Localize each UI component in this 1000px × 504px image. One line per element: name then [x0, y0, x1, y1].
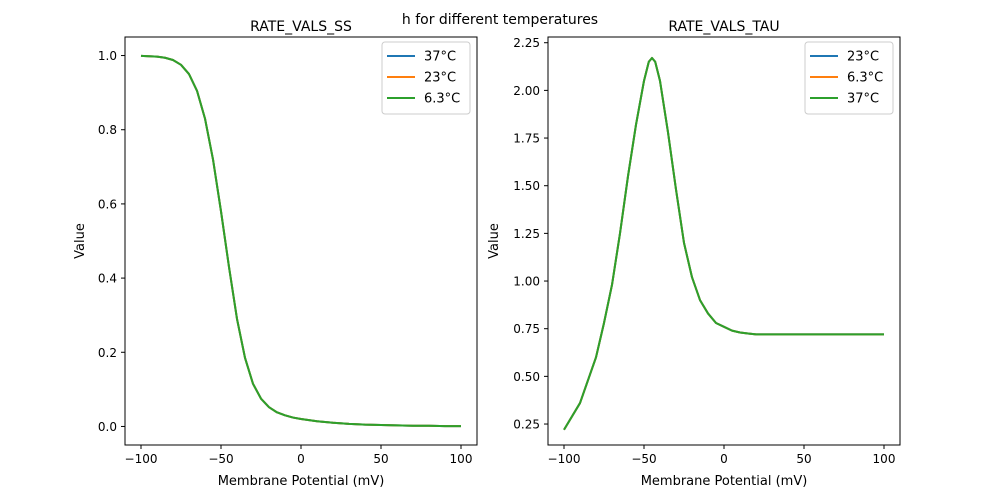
y-tick-label: 1.25 [513, 227, 540, 241]
legend-label: 37°C [847, 92, 879, 107]
x-axis-label: Membrane Potential (mV) [641, 474, 808, 489]
legend-label: 6.3°C [424, 92, 460, 107]
plot-lines [563, 56, 884, 431]
legend-box [381, 41, 471, 115]
x-tick-label: −50 [631, 452, 656, 466]
y-tick-label: 2.25 [513, 36, 540, 50]
subplot-title: RATE_VALS_SS [250, 19, 352, 35]
legend-label: 23°C [847, 50, 879, 65]
x-tick-label: −100 [548, 452, 581, 466]
x-tick-label: 0 [297, 452, 305, 466]
subplot-title: RATE_VALS_TAU [668, 19, 779, 35]
x-tick-label: 0 [720, 452, 728, 466]
y-axis-label: Value [487, 223, 502, 259]
legend: 23°C 6.3°C 37°C [804, 41, 894, 115]
y-tick-label: 0.75 [513, 322, 540, 336]
x-tick-label: −50 [208, 452, 233, 466]
x-tick-label: 100 [450, 452, 473, 466]
figure-suptitle: h for different temperatures [402, 12, 598, 28]
y-tick-label: 1.50 [513, 179, 540, 193]
y-tick-label: 1.75 [513, 132, 540, 146]
legend-label: 6.3°C [847, 71, 883, 86]
y-tick-label: 0.0 [98, 420, 117, 434]
y-tick-label: 1.0 [98, 49, 117, 63]
y-tick-label: 0.50 [513, 370, 540, 384]
y-axis-label: Value [73, 223, 88, 259]
x-tick-label: −100 [125, 452, 158, 466]
legend: 37°C 23°C 6.3°C [381, 41, 471, 115]
legend-box [804, 41, 894, 115]
y-tick-label: 2.00 [513, 84, 540, 98]
series-line-37Cc [563, 56, 884, 431]
y-tick-label: 0.2 [98, 346, 117, 360]
subplot-rate-vals-tau: RATE_VALS_TAU −100 −50 0 50 100 0.25 0.50 0.75 1.… [487, 19, 901, 489]
x-tick-label: 50 [796, 452, 811, 466]
series-line-6-3Cc [140, 54, 461, 428]
y-tick-label: 1.00 [513, 275, 540, 289]
x-tick-label: 50 [373, 452, 388, 466]
plot-lines [140, 54, 461, 428]
y-tick-label: 0.25 [513, 418, 540, 432]
y-tick-label: 0.8 [98, 123, 117, 137]
legend-label: 37°C [424, 50, 456, 65]
y-tick-label: 0.4 [98, 272, 117, 286]
legend-label: 23°C [424, 71, 456, 86]
x-tick-label: 100 [873, 452, 896, 466]
x-axis-label: Membrane Potential (mV) [218, 474, 385, 489]
y-tick-label: 0.6 [98, 197, 117, 211]
subplot-rate-vals-ss: RATE_VALS_SS −100 −50 0 50 100 0.0 0.2 0.4 0.6 0.8… [73, 19, 478, 489]
